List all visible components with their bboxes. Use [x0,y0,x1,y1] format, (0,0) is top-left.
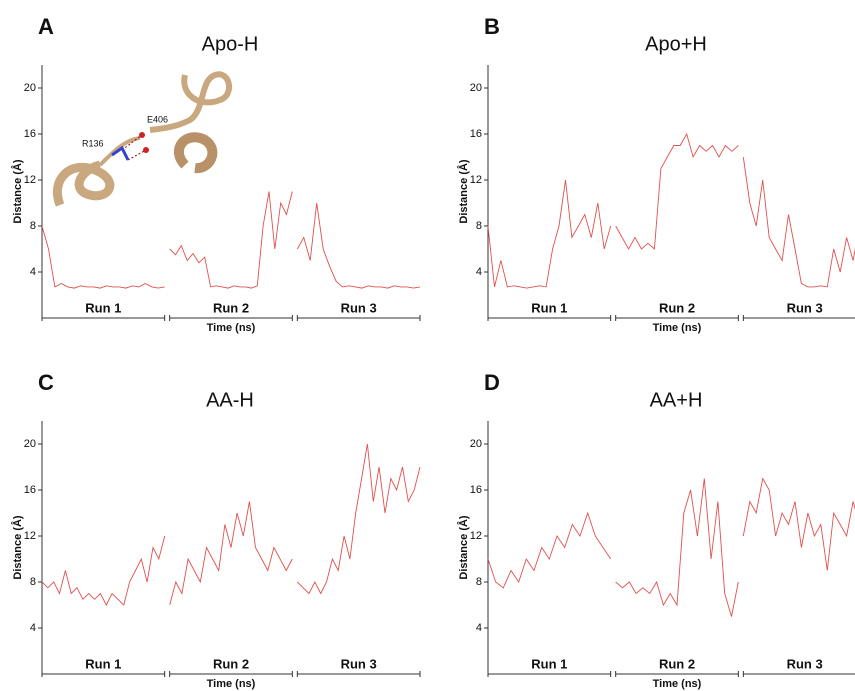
y-tick-label: 12 [24,530,36,542]
run-label: Run 1 [85,656,121,671]
y-tick-label: 4 [30,266,36,278]
run-label: Run 2 [213,300,249,315]
run-label: Run 1 [85,300,121,315]
x-axis-label: Time (ns) [653,322,702,334]
y-tick-label: 12 [470,174,482,186]
y-tick-label: 16 [24,128,36,140]
y-axis-label: Distance (Å) [11,159,24,224]
y-axis-label: Distance (Å) [457,515,470,580]
y-tick-label: 20 [24,82,36,94]
inset-structure [52,71,232,207]
distance-line [742,477,855,571]
y-tick-label: 20 [24,438,36,450]
annotation: E406 [147,114,168,124]
distance-line [487,179,612,289]
y-tick-label: 4 [30,622,36,634]
distance-line [169,191,293,289]
x-axis-label: Time (ns) [207,322,256,334]
y-tick-label: 12 [470,530,482,542]
y-tick-label: 4 [476,622,482,634]
chart-title: Apo-H [202,33,259,55]
x-axis-label: Time (ns) [653,678,702,690]
distance-line [41,535,166,606]
run-label: Run 3 [341,300,377,315]
distance-line [742,156,855,288]
y-tick-label: 4 [476,266,482,278]
distance-line [615,132,739,250]
chart-title: AA-H [206,389,254,411]
panel-letter: B [484,14,500,39]
panel-letter: C [38,370,54,395]
distance-line [615,478,739,617]
run-label: Run 3 [341,656,377,671]
y-tick-label: 20 [470,438,482,450]
y-tick-label: 16 [470,484,482,496]
run-label: Run 3 [787,656,823,671]
y-axis-label: Distance (Å) [11,515,24,580]
run-label: Run 2 [659,300,695,315]
x-axis-label: Time (ns) [207,678,256,690]
y-tick-label: 8 [30,220,36,232]
run-label: Run 2 [213,656,249,671]
chart-title: Apo+H [645,33,707,55]
run-label: Run 1 [531,656,567,671]
annotation: R136 [82,138,104,148]
y-tick-label: 20 [470,82,482,94]
distance-line [41,225,165,289]
run-label: Run 2 [659,656,695,671]
y-tick-label: 12 [24,174,36,186]
panel-letter: D [484,370,500,395]
distance-line [296,202,421,289]
y-tick-label: 8 [30,576,36,588]
distance-line [487,511,612,589]
y-axis-label: Distance (Å) [457,159,470,224]
y-tick-label: 16 [470,128,482,140]
run-label: Run 3 [787,300,823,315]
y-tick-label: 8 [476,576,482,588]
distance-line [169,501,293,606]
y-tick-label: 8 [476,220,482,232]
panel-letter: A [38,14,54,39]
chart-title: AA+H [650,389,703,411]
distance-line [296,443,421,595]
run-label: Run 1 [531,300,567,315]
y-tick-label: 16 [24,484,36,496]
